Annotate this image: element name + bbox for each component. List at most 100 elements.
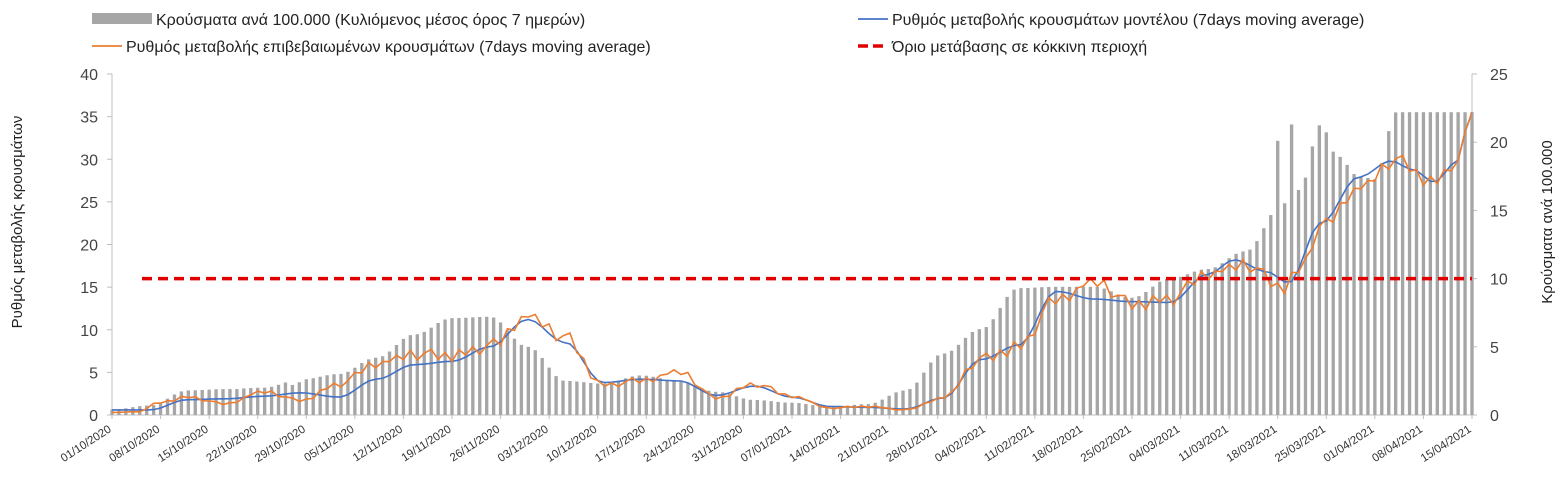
y-left-tick-label: 25 [80,195,98,212]
x-tick-label: 29/10/2020 [253,423,308,464]
x-tick-label: 18/03/2021 [1225,423,1280,464]
x-tick-label: 11/03/2021 [1177,423,1231,464]
bar [831,406,836,415]
bar [1047,286,1051,415]
bar [949,350,954,415]
bar [693,385,697,415]
bar [561,380,565,415]
line-series [111,112,1473,414]
bar [1067,286,1072,415]
bar [859,404,864,415]
bar [262,387,267,415]
bar [554,376,558,415]
bar [207,389,211,415]
x-tick-label: 25/02/2021 [1079,423,1134,464]
bar [1081,286,1086,415]
y-left-tick-label: 20 [80,238,98,255]
x-tick-label: 15/10/2020 [156,423,211,464]
bar [727,394,732,415]
bar [679,381,683,415]
legend-item-bars: Κρούσματα ανά 100.000 (Κυλιόμενος μέσος … [92,12,585,29]
bar [942,353,947,415]
x-tick-label: 26/11/2020 [448,423,502,464]
bar [1088,286,1093,415]
model-line [112,112,1473,411]
bar [644,375,648,415]
bar [769,401,773,415]
bar [1387,131,1391,415]
bar [512,338,517,415]
legend-label-confirmed: Ρυθμός μεταβολής επιβεβαιωμένων κρουσμάτ… [126,39,651,56]
bar [422,331,426,415]
bar [991,319,995,415]
bar [269,386,274,415]
bar [1296,190,1301,415]
bar [1269,215,1273,415]
bar [720,392,725,415]
y-left-tick-label: 30 [80,152,98,169]
bar [256,387,260,415]
bar [540,357,544,415]
bar [1178,276,1183,415]
x-tick-label: 01/04/2021 [1322,423,1377,464]
legend-label-model: Ρυθμός μεταβολής κρουσμάτων μοντέλου (7d… [892,12,1364,29]
x-tick-label: 24/12/2020 [642,423,697,464]
y-left-tick-label: 15 [80,280,98,297]
bar [1019,288,1023,415]
bar [776,401,780,415]
bar [443,319,447,415]
bar [637,375,642,415]
x-tick-label: 18/02/2021 [1030,423,1085,464]
bar [1470,112,1474,415]
bar [970,331,975,415]
bar [797,403,801,415]
x-tick-label: 05/11/2020 [302,423,356,464]
bar [1442,112,1446,415]
bar [922,372,926,415]
confirmed-line [111,112,1473,414]
bar [1227,258,1231,415]
bar [464,317,468,415]
bar [1262,228,1266,415]
bar [1331,151,1335,415]
bar [887,395,891,415]
bar [1421,112,1426,415]
x-tick-label: 25/03/2021 [1273,423,1328,464]
bar [1102,288,1106,415]
legend-label-bars: Κρούσματα ανά 100.000 (Κυλιόμενος μέσος … [156,12,585,29]
bar [596,383,600,415]
bar [1241,251,1245,415]
bar [1400,112,1405,415]
bar [651,376,655,415]
bar [755,400,759,415]
bar [1165,278,1169,415]
bar [1359,176,1363,415]
bar [825,406,829,415]
x-tick-label: 11/02/2021 [982,423,1036,464]
bar [1130,297,1134,415]
bar [901,390,905,415]
bar [1213,267,1217,415]
bar [1109,291,1113,415]
x-tick-label: 17/12/2020 [593,423,648,464]
bar [1074,286,1079,415]
bar [1435,112,1439,415]
y-left-tick-label: 35 [80,110,98,127]
bar [700,388,704,415]
bar [1206,269,1210,415]
bar [623,378,628,415]
bar [616,380,621,415]
bar [1095,286,1099,415]
bar [748,399,753,415]
bar [984,327,988,415]
bar [1366,177,1370,415]
bar [360,363,364,415]
bar [283,382,288,415]
bar [436,323,440,415]
bar [478,317,482,415]
bar [401,338,406,415]
x-tick-label: 22/10/2020 [205,423,260,464]
bar [804,403,808,415]
bar [408,335,413,415]
